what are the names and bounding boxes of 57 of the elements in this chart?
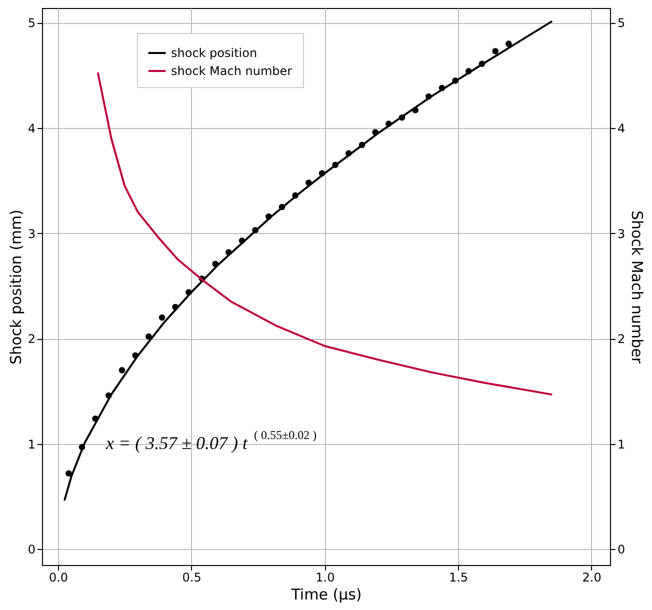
x-tick-label: 2.0 — [582, 570, 602, 584]
x-tick-label: 0.0 — [48, 570, 68, 584]
point — [358, 142, 366, 148]
point — [78, 444, 86, 450]
y2-tick-label: 2 — [618, 332, 626, 346]
point — [506, 40, 512, 47]
x-tick-label: 1.0 — [316, 570, 335, 584]
point — [386, 120, 392, 127]
point — [292, 192, 298, 199]
x-tick-label: 0.5 — [182, 570, 202, 584]
point — [212, 260, 218, 268]
point — [266, 213, 272, 220]
point — [226, 249, 232, 256]
point — [252, 227, 258, 234]
point — [318, 170, 326, 176]
point — [146, 333, 152, 340]
y-tick-label: 4 — [28, 122, 36, 136]
y-tick-label: 3 — [28, 226, 36, 241]
point — [66, 470, 72, 477]
x-axis-title: Time (μs) — [290, 586, 362, 604]
point — [172, 304, 178, 310]
point — [426, 93, 432, 100]
point — [306, 180, 312, 186]
point — [132, 352, 138, 359]
point — [332, 162, 338, 168]
point — [158, 314, 166, 321]
point — [398, 114, 406, 121]
y-tick-label: 2 — [28, 332, 36, 346]
y2-tick-label: 1 — [618, 437, 626, 452]
point — [106, 392, 112, 399]
legend-label: shock position — [171, 46, 258, 60]
y2-tick-label: 4 — [618, 122, 626, 136]
y2-tick-label: 0 — [618, 542, 626, 557]
x-tick-label: 1.5 — [448, 570, 468, 584]
point — [238, 238, 246, 244]
point — [438, 84, 446, 92]
y-tick-label: 1 — [28, 437, 36, 452]
point — [346, 150, 352, 156]
line-series — [64, 20, 552, 501]
y-axis-title: Shock position (mm) — [6, 209, 25, 365]
y-tick-label: 0 — [28, 542, 36, 557]
point — [466, 68, 472, 74]
legend-label: shock Mach number — [171, 64, 292, 78]
y2-axis-title: Shock Mach number — [628, 210, 646, 364]
point — [186, 289, 192, 296]
point — [492, 48, 498, 54]
point — [372, 129, 378, 136]
point — [478, 60, 486, 67]
point — [412, 106, 418, 114]
point — [452, 77, 458, 84]
point — [278, 204, 286, 210]
annotation: x = ( 3.57 ± 0.07 ) t( 0.55±0.02 ) — [105, 428, 317, 453]
y2-tick-label: 3 — [618, 226, 626, 241]
y-tick-label: 5 — [28, 16, 36, 30]
point — [118, 367, 126, 374]
y2-tick-label: 5 — [618, 16, 626, 30]
point — [92, 415, 98, 422]
